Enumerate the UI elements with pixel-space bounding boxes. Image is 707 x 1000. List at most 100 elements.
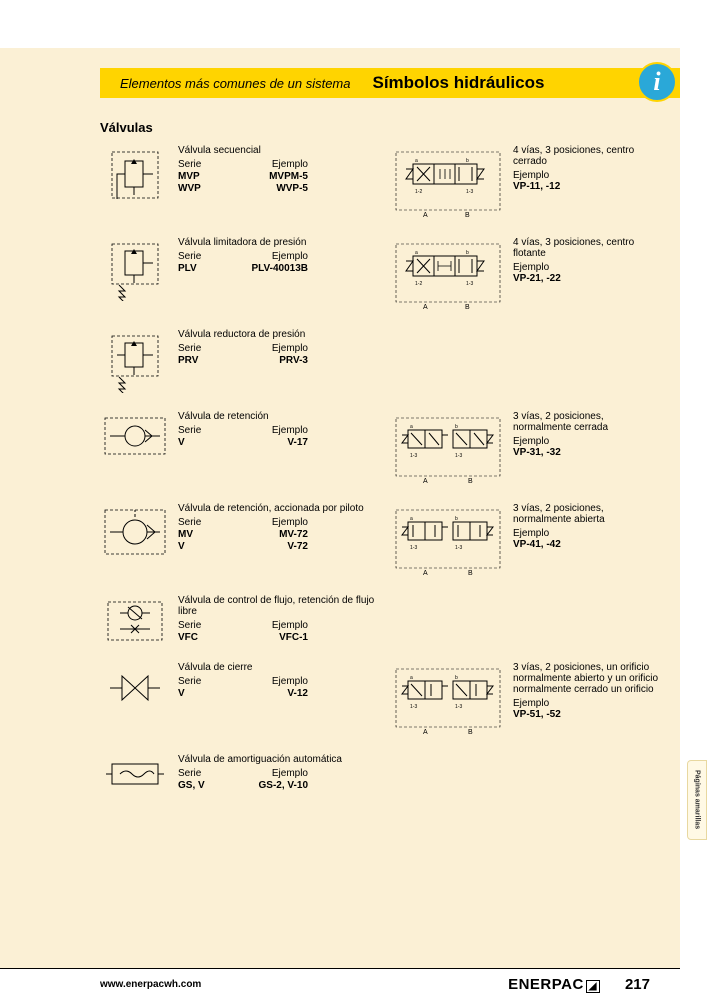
symbol-3way-2pos-mixed: A B a b 1-3 1-3 — [390, 662, 505, 736]
svg-text:B: B — [465, 304, 470, 311]
info-icon: i — [637, 62, 677, 102]
header-subtitle: Elementos más comunes de un sistema — [120, 76, 351, 91]
ejemplo-label: Ejemplo — [238, 676, 308, 687]
ejemplo-label: Ejemplo — [513, 528, 660, 539]
svg-text:a: a — [410, 675, 413, 681]
ejemplo-label: Ejemplo — [238, 251, 308, 262]
ejemplo-label: Ejemplo — [513, 436, 660, 447]
ejemplo-value: GS-2, V-10 — [238, 780, 308, 791]
ejemplo-label: Ejemplo — [238, 517, 308, 528]
serie-label: Serie — [178, 251, 238, 262]
symbol-pilot-check-valve — [100, 503, 170, 557]
symbol-cushion-valve — [100, 754, 170, 792]
header-bar: Elementos más comunes de un sistema Símb… — [100, 68, 680, 98]
right-ejemplo: VP-51, -52 — [513, 709, 660, 720]
ejemplo-label: Ejemplo — [513, 262, 660, 273]
svg-text:b: b — [455, 516, 458, 522]
row-6: Válvula de control de flujo, retención d… — [100, 595, 660, 644]
ejemplo-value: WVP-5 — [238, 183, 308, 194]
symbol-pressure-limiter — [100, 237, 170, 301]
serie-label: Serie — [178, 620, 238, 631]
footer-page: 217 — [625, 976, 650, 993]
ejemplo-value: MVPM-5 — [238, 171, 308, 182]
ejemplo-label: Ejemplo — [238, 343, 308, 354]
svg-text:A: A — [423, 729, 428, 736]
svg-text:1-3: 1-3 — [410, 453, 417, 459]
valve-title: Válvula limitadora de presión — [178, 237, 390, 248]
symbol-3way-2pos-no: A B a b 1-3 1-3 — [390, 503, 505, 577]
serie-value: MV — [178, 529, 238, 540]
valve-title: Válvula de cierre — [178, 662, 390, 673]
ejemplo-value: V-72 — [238, 541, 308, 552]
valve-title: Válvula reductora de presión — [178, 329, 390, 340]
ejemplo-label: Ejemplo — [238, 425, 308, 436]
right-ejemplo: VP-21, -22 — [513, 273, 660, 284]
serie-value: WVP — [178, 183, 238, 194]
row-8: Válvula de amortiguación automática Seri… — [100, 754, 660, 792]
row-1: Válvula secuencial Serie Ejemplo MVP MVP… — [100, 145, 660, 219]
valve-title: Válvula de control de flujo, retención d… — [178, 595, 390, 617]
ejemplo-label: Ejemplo — [238, 768, 308, 779]
svg-text:a: a — [415, 250, 418, 256]
svg-text:1-3: 1-3 — [466, 281, 473, 287]
symbol-4way-3pos-closed: A B 1-2 1-3 a b — [390, 145, 505, 219]
svg-text:A: A — [423, 304, 428, 311]
ejemplo-label: Ejemplo — [238, 620, 308, 631]
serie-value: MVP — [178, 171, 238, 182]
serie-value: VFC — [178, 632, 238, 643]
svg-text:1-3: 1-3 — [455, 704, 462, 710]
content-area: Válvula secuencial Serie Ejemplo MVP MVP… — [100, 145, 660, 810]
symbol-flow-control — [100, 595, 170, 644]
svg-text:a: a — [410, 516, 413, 522]
valve-title: Válvula de amortiguación automática — [178, 754, 390, 765]
right-ejemplo: VP-31, -32 — [513, 447, 660, 458]
svg-text:1-3: 1-3 — [466, 189, 473, 195]
row-5: Válvula de retención, accionada por pilo… — [100, 503, 660, 577]
serie-label: Serie — [178, 159, 238, 170]
row-3: Válvula reductora de presión Serie Ejemp… — [100, 329, 660, 393]
ejemplo-value: PLV-40013B — [238, 263, 308, 274]
serie-label: Serie — [178, 768, 238, 779]
serie-value: GS, V — [178, 780, 238, 791]
row-2: Válvula limitadora de presión Serie Ejem… — [100, 237, 660, 311]
svg-text:B: B — [468, 570, 473, 577]
valve-title: Válvula de retención, accionada por pilo… — [178, 503, 390, 514]
right-title: 4 vías, 3 posiciones, centro cerrado — [513, 145, 660, 167]
svg-text:b: b — [455, 424, 458, 430]
symbol-4way-3pos-float: A B 1-2 1-3 a b — [390, 237, 505, 311]
row-7: Válvula de cierre Serie Ejemplo V V-12 — [100, 662, 660, 736]
right-title: 4 vías, 3 posiciones, centro flotante — [513, 237, 660, 259]
header-title: Símbolos hidráulicos — [373, 73, 545, 93]
serie-value: PRV — [178, 355, 238, 366]
symbol-check-valve — [100, 411, 170, 457]
ejemplo-value: V-12 — [238, 688, 308, 699]
serie-label: Serie — [178, 425, 238, 436]
svg-text:B: B — [468, 478, 473, 485]
svg-text:1-2: 1-2 — [415, 189, 422, 195]
svg-text:1-2: 1-2 — [415, 281, 422, 287]
svg-text:1-3: 1-3 — [455, 545, 462, 551]
ejemplo-label: Ejemplo — [513, 170, 660, 181]
svg-text:A: A — [423, 212, 428, 219]
right-title: 3 vías, 2 posiciones, un orificio normal… — [513, 662, 660, 695]
serie-value: V — [178, 688, 238, 699]
svg-text:b: b — [466, 250, 469, 256]
ejemplo-value: PRV-3 — [238, 355, 308, 366]
svg-text:B: B — [465, 212, 470, 219]
serie-label: Serie — [178, 517, 238, 528]
footer-url: www.enerpacwh.com — [100, 979, 201, 990]
serie-value: V — [178, 437, 238, 448]
right-ejemplo: VP-41, -42 — [513, 539, 660, 550]
svg-text:B: B — [468, 729, 473, 736]
symbol-pressure-reducer — [100, 329, 170, 393]
section-title: Válvulas — [100, 120, 153, 135]
right-ejemplo: VP-11, -12 — [513, 181, 660, 192]
svg-text:1-3: 1-3 — [410, 545, 417, 551]
info-glyph: i — [653, 67, 660, 97]
valve-title: Válvula secuencial — [178, 145, 390, 156]
symbol-shutoff-valve — [100, 662, 170, 710]
footer: www.enerpacwh.com ENERPAC◢ 217 — [0, 968, 680, 1000]
svg-text:a: a — [415, 158, 418, 164]
ejemplo-value: MV-72 — [238, 529, 308, 540]
ejemplo-label: Ejemplo — [513, 698, 660, 709]
